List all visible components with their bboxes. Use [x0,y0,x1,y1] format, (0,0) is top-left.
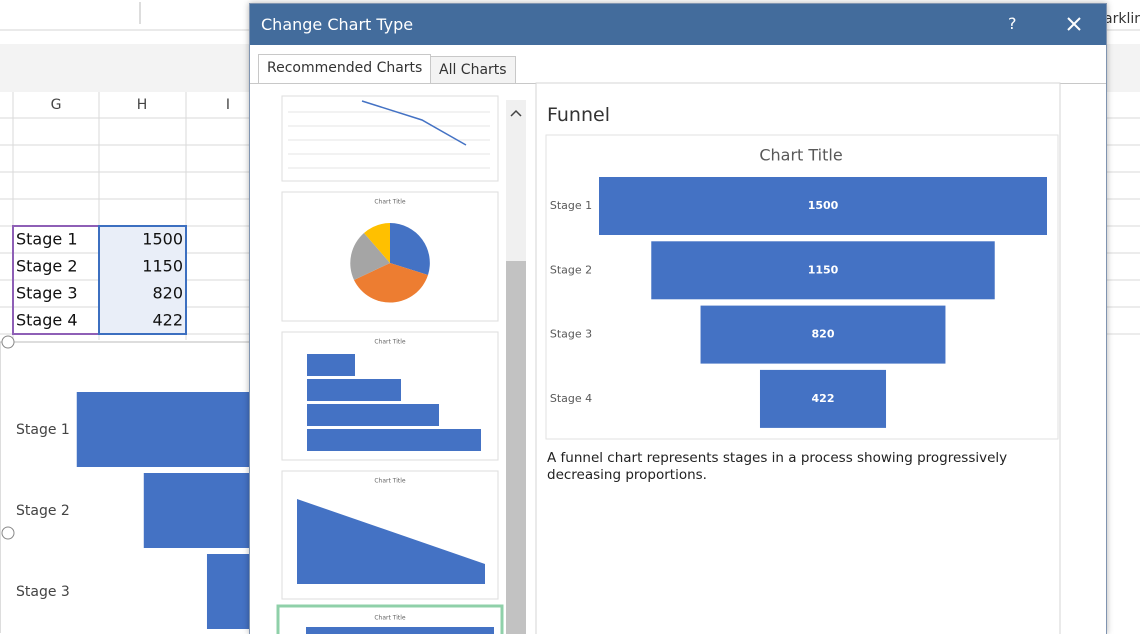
data-label: 1500 [808,199,839,212]
category-label: Stage 4 [550,392,592,405]
category-label: Stage 3 [550,328,592,341]
category-label: Stage 1 [16,422,70,438]
cell: 820 [152,284,183,303]
thumbnail[interactable] [281,470,499,600]
category-label: Stage 2 [16,503,70,519]
handle[interactable] [1,335,15,349]
thumbnail[interactable] [281,191,499,322]
funnel-bar [759,369,887,428]
thumbnail-selected[interactable] [276,604,504,634]
tab[interactable]: Recommended Charts [258,54,432,84]
thumbnail-title: Chart Title [374,478,406,485]
column-header: I [226,97,230,113]
cell: 422 [152,311,183,330]
column-header: H [137,97,148,113]
funnel-bar [599,177,1047,235]
cell: Stage 2 [16,257,78,276]
thumbnail[interactable] [281,95,499,182]
cell: 1500 [142,230,183,249]
dialog-graphics: Chart Title 1500 Stage 1 1150 Stage 2 820 Stag… [276,82,1061,634]
category-label: Stage 3 [16,584,70,600]
tab[interactable]: All Charts [430,56,516,84]
cell: Stage 1 [16,230,78,249]
close-button[interactable] [1066,16,1082,32]
handle[interactable] [1,526,15,540]
data-label: 422 [812,392,835,405]
chart-title: Chart Title [759,146,842,165]
title-bar: Change Chart Type ? [250,4,1106,45]
category-label: Stage 1 [550,199,592,212]
funnel-bar [700,305,946,364]
help-button[interactable]: ? [1008,14,1017,33]
funnel-bar [651,241,995,300]
category-label: Stage 2 [550,263,592,276]
scrollbar-thumb[interactable] [506,261,526,634]
preview-heading: Funnel [547,104,610,126]
selection-fill [99,226,186,334]
scroll-up[interactable] [510,109,522,117]
ribbon-text: arklin [1104,11,1140,27]
selection-range [98,225,187,335]
description: A funnel chart represents stages in a pr… [547,450,1008,483]
thumbnail[interactable] [281,331,499,461]
thumbnail-title: Chart Title [374,199,406,206]
thumbnail-title: Chart Title [374,615,406,622]
cell: 1150 [142,257,183,276]
cell: Stage 3 [16,284,78,303]
data-label: 1150 [808,263,839,276]
thumbnail-title: Chart Title [374,339,406,346]
change-chart-type-dialog: Change Chart Type ? Recommended Charts A… [249,3,1107,634]
data-label: 820 [812,328,835,341]
column-header: G [51,97,62,113]
dialog-title: Change Chart Type [261,15,414,34]
cell: Stage 4 [16,311,78,330]
